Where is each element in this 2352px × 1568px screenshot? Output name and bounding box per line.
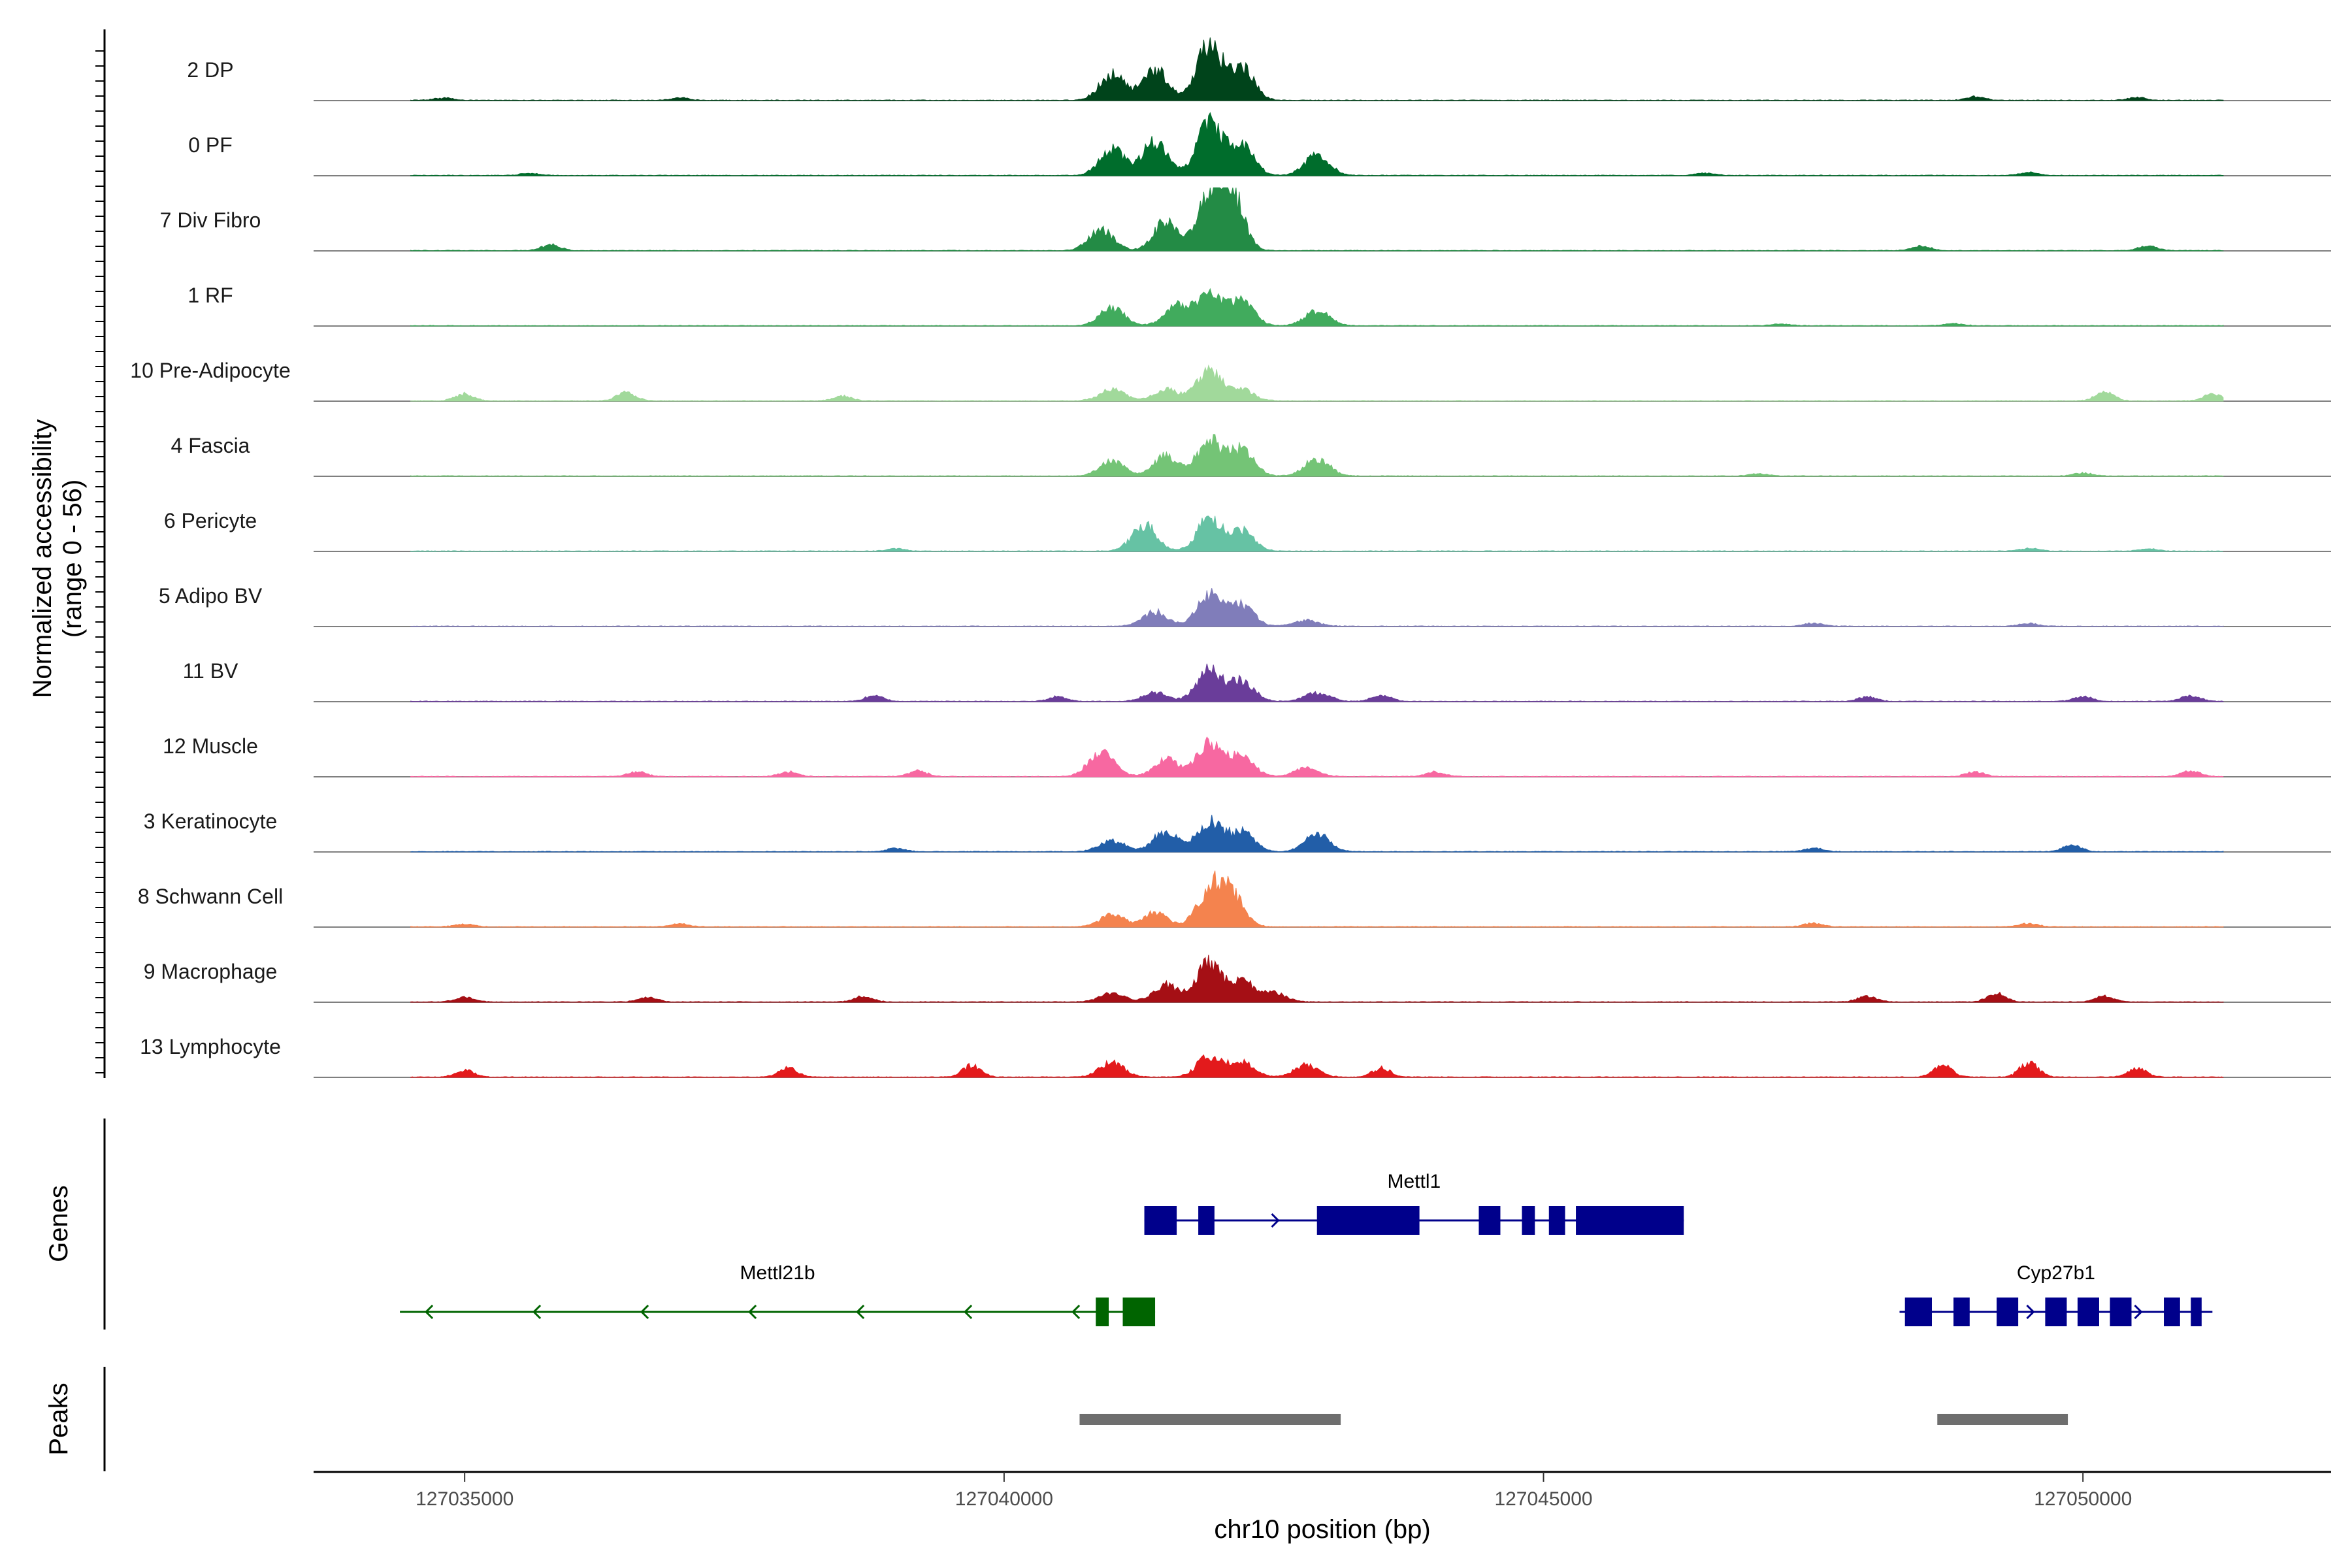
exon [1904,1298,1933,1326]
strand-arrow [747,1304,757,1320]
exon [1096,1298,1109,1326]
track-12: 8 Schwann Cell [138,870,2331,928]
genes-panel-title: Genes [44,1185,73,1262]
strand-arrow [640,1304,649,1320]
gene-label: Cyp27b1 [2017,1262,2095,1284]
track-label: 7 Div Fibro [160,208,261,232]
exon [2191,1298,2202,1326]
strand-arrow [2026,1304,2035,1320]
track-label: 4 Fascia [171,434,250,457]
coverage-area [410,663,2224,702]
coverage-area [410,112,2224,176]
coverage-area [410,1054,2224,1078]
gene-cyp27b1: Cyp27b1 [1899,1262,2213,1326]
coverage-area [410,870,2224,928]
coverage-tracks: 2 DP 0 PF 7 Div Fibro 1 RF 10 Pre-Adipocyte 4… [130,37,2331,1078]
coverage-area [410,187,2224,252]
coverage-area [410,955,2224,1003]
track-label: 1 RF [188,284,233,307]
peak-regions [1079,1414,2068,1425]
x-tick-label: 127045000 [1494,1488,1592,1510]
y-axis-title-line2: (range 0 - 56) [58,480,87,638]
coverage-area [410,515,2223,552]
coverage-area [410,37,2224,101]
coverage-area [410,434,2224,477]
track-1: 2 DP [187,37,2331,101]
track-label: 6 Pericyte [164,509,257,532]
exon [2110,1298,2132,1326]
track-7: 6 Pericyte [164,509,2331,552]
strand-arrow [855,1304,865,1320]
exon [2077,1298,2099,1326]
strand-arrow [532,1304,542,1320]
coverage-area [410,287,2224,327]
strand-arrow [2134,1304,2143,1320]
exon [1576,1206,1684,1235]
exon [1548,1206,1565,1235]
exon [1478,1206,1501,1235]
coverage-area [410,736,2224,777]
exon [1997,1298,2019,1326]
coverage-area [410,588,2224,627]
track-8: 5 Adipo BV [159,584,2331,627]
track-label: 5 Adipo BV [159,584,263,608]
x-tick-label: 127040000 [955,1488,1053,1510]
track-label: 11 BV [183,659,238,683]
track-2: 0 PF [188,112,2331,176]
track-4: 1 RF [188,284,2331,327]
exon [1198,1206,1215,1235]
track-13: 9 Macrophage [144,955,2331,1003]
track-label: 2 DP [187,58,233,82]
track-label: 3 Keratinocyte [144,809,278,833]
strand-arrow [1071,1304,1081,1320]
exon [2164,1298,2180,1326]
track-10: 12 Muscle [163,734,2331,777]
exon [2045,1298,2067,1326]
coverage-area [410,815,2224,853]
exon [1122,1298,1156,1326]
exon [1316,1206,1420,1235]
peak-region [1079,1414,1341,1425]
strand-arrow [1271,1213,1280,1228]
track-label: 10 Pre-Adipocyte [130,359,290,382]
peak-region [1937,1414,2068,1425]
track-label: 12 Muscle [163,734,258,758]
track-9: 11 BV [183,659,2331,702]
x-axis-title: chr10 position (bp) [1214,1515,1430,1544]
track-5: 10 Pre-Adipocyte [130,359,2331,402]
track-label: 8 Schwann Cell [138,885,283,908]
gene-label: Mettl21b [740,1262,815,1284]
track-6: 4 Fascia [171,434,2331,477]
x-tick-label: 127035000 [416,1488,514,1510]
gene-annotations: Mettl1 Mettl21b Cyp27b1 [400,1171,2213,1326]
x-tick-label: 127050000 [2034,1488,2132,1510]
exon [1522,1206,1535,1235]
x-axis-ticks: 127035000 127040000 127045000 127050000 [416,1472,2132,1510]
gene-mettl1: Mettl1 [1144,1171,1684,1235]
exon [1953,1298,1970,1326]
track-label: 0 PF [188,133,233,157]
gene-label: Mettl1 [1388,1171,1441,1192]
peaks-panel-title: Peaks [44,1382,73,1455]
y-axis-title-line1: Normalized accessibility [28,419,57,698]
track-label: 9 Macrophage [144,960,278,983]
gene-mettl21b: Mettl21b [400,1262,1156,1326]
strand-arrow [424,1304,434,1320]
strand-arrow [963,1304,973,1320]
track-11: 3 Keratinocyte [144,809,2331,853]
coverage-area [410,364,2224,402]
exon [1144,1206,1177,1235]
track-14: 13 Lymphocyte [140,1035,2331,1078]
coverage-y-axis-ticks [95,50,105,1073]
track-label: 13 Lymphocyte [140,1035,281,1058]
track-3: 7 Div Fibro [160,187,2331,252]
